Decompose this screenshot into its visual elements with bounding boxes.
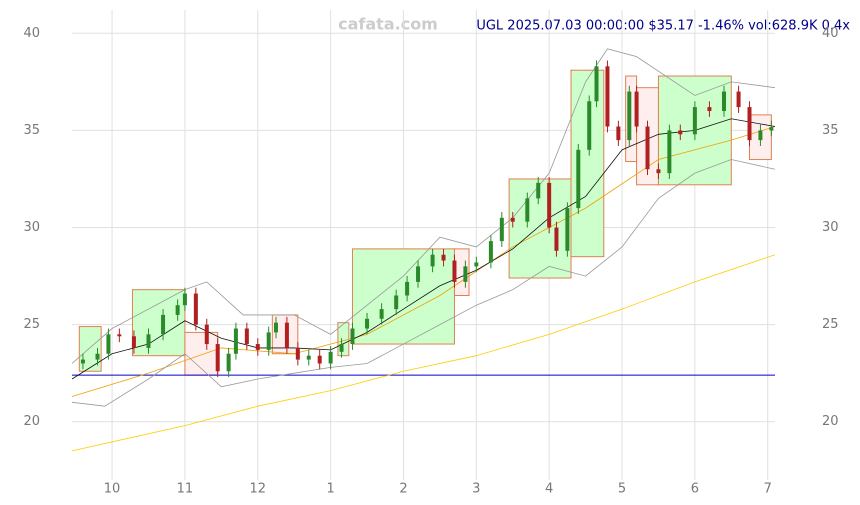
watermark: cafata.com [338, 15, 438, 34]
y-tick-label: 25 [23, 317, 40, 332]
x-tick-label: 4 [545, 482, 553, 497]
candle-body [244, 328, 249, 345]
candle-body [306, 355, 311, 360]
x-tick-label: 6 [691, 482, 699, 497]
x-tick-label: 10 [104, 482, 121, 497]
candle-body [95, 353, 100, 360]
candle-body [416, 266, 421, 282]
candle-body [394, 295, 399, 310]
indicator-line [71, 254, 776, 452]
y-tick-label-right: 25 [822, 317, 839, 332]
candle-body [379, 309, 384, 319]
y-tick-label-right: 20 [822, 414, 839, 429]
candle-body [525, 198, 530, 222]
x-tick-label: 2 [399, 482, 407, 497]
candle-body [295, 347, 300, 360]
candle-body [547, 182, 552, 228]
y-tick-label-right: 35 [822, 123, 839, 138]
candle-body [146, 334, 151, 348]
indicator-line [71, 126, 776, 397]
candle-body [175, 305, 180, 315]
candle-body [692, 107, 697, 135]
candle-body [667, 130, 672, 174]
candle-body [273, 322, 278, 333]
candle-body [605, 66, 610, 127]
candle-body [328, 351, 333, 364]
candle-body [117, 334, 122, 337]
candle-body [339, 344, 344, 352]
candle-body [536, 182, 541, 199]
y-tick-label-right: 40 [822, 26, 839, 41]
indicator-line [71, 48, 776, 364]
candle-body [452, 260, 457, 282]
candle-body [722, 91, 727, 111]
annotation: UGL 2025.07.03 00:00:00 $35.17 -1.46% vo… [476, 19, 850, 34]
candle-body [627, 91, 632, 141]
candle-body [255, 344, 260, 350]
candle-body [645, 126, 650, 170]
range-box [351, 248, 455, 345]
candle-body [266, 332, 271, 350]
candle-body [226, 353, 231, 372]
x-tick-label: 5 [618, 482, 626, 497]
candle-body [350, 328, 355, 345]
candle-body [769, 127, 774, 131]
candle-body [317, 355, 322, 364]
candle-body [554, 227, 559, 251]
y-tick-label: 35 [23, 123, 40, 138]
x-tick-label: 1 [326, 482, 334, 497]
x-tick-label: 3 [472, 482, 480, 497]
range-box [570, 69, 605, 258]
candle-body [463, 266, 468, 282]
y-tick-label: 40 [23, 26, 40, 41]
candle-body [616, 126, 621, 141]
candle-body [284, 322, 289, 348]
candle-body [233, 328, 238, 354]
y-tick-label: 20 [23, 414, 40, 429]
candle-body [736, 91, 741, 108]
candle-body [405, 281, 410, 296]
candle-body [678, 130, 683, 135]
candle-body [634, 91, 639, 127]
candle-body [474, 262, 479, 267]
candle-body [565, 208, 570, 251]
candle-body [594, 66, 599, 102]
y-tick-label-right: 30 [822, 220, 839, 235]
indicator-line [71, 118, 776, 380]
candle-body [131, 336, 136, 348]
candle-body [758, 130, 763, 141]
range-box [131, 289, 186, 357]
candle-body [365, 318, 370, 329]
candle-body [161, 314, 166, 335]
indicator-line [71, 159, 776, 407]
candle-body [510, 217, 515, 222]
x-tick-label: 11 [177, 482, 194, 497]
candle-body [576, 149, 581, 209]
x-tick-label: 12 [249, 482, 266, 497]
candle-body [182, 293, 187, 306]
candle-body [441, 254, 446, 261]
candle-body [656, 169, 661, 174]
candle-body [499, 217, 504, 242]
candle-body [204, 324, 209, 345]
candle-body [80, 359, 85, 364]
candle-body [707, 107, 712, 111]
candle-body [747, 107, 752, 141]
candle-body [106, 334, 111, 354]
candle-body [430, 254, 435, 267]
x-tick-label: 7 [764, 482, 772, 497]
candle-body [587, 101, 592, 150]
candle-body [488, 241, 493, 263]
candle-body [193, 293, 198, 325]
candle-body [215, 344, 220, 372]
y-tick-label: 30 [23, 220, 40, 235]
